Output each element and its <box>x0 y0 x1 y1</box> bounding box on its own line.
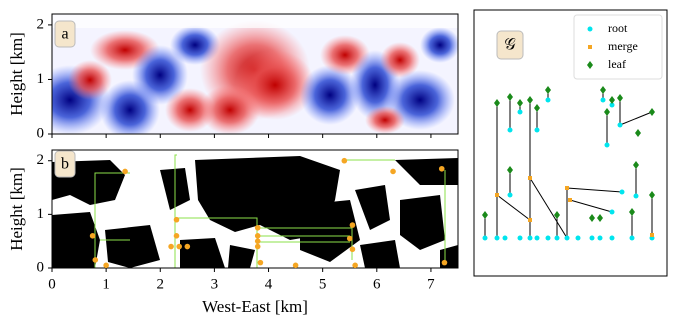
x-tick-label: 7 <box>427 276 435 292</box>
point <box>92 257 99 263</box>
panel-label: a <box>61 26 68 43</box>
legend-label: root <box>608 21 628 35</box>
y-tick-label: 2 <box>37 152 45 168</box>
point <box>438 165 445 172</box>
point <box>341 157 348 164</box>
panel-label: 𝒢 <box>504 37 516 54</box>
legend-marker <box>587 26 593 32</box>
point <box>254 224 261 231</box>
point <box>349 246 356 253</box>
y-tick-label: 0 <box>37 125 45 141</box>
point <box>254 233 261 239</box>
panel-label-box <box>54 150 76 178</box>
legend-marker <box>588 45 592 49</box>
x-tick-label: 5 <box>319 276 327 292</box>
x-tick-label: 4 <box>265 276 273 292</box>
y-axis-label: Height [km] <box>7 32 26 116</box>
y-tick-label: 0 <box>37 259 45 275</box>
x-tick-label: 6 <box>373 276 381 292</box>
point <box>352 262 358 269</box>
point <box>390 168 396 175</box>
point <box>254 238 261 244</box>
x-axis-label: West-East [km] <box>202 297 308 316</box>
x-tick-label: 1 <box>102 276 110 292</box>
x-tick-label: 2 <box>157 276 165 292</box>
tree-graph <box>482 86 655 241</box>
point <box>176 243 183 250</box>
field-image <box>52 14 458 134</box>
y-tick-label: 1 <box>37 71 45 87</box>
legend-label: merge <box>608 39 638 53</box>
y-tick-label: 1 <box>37 206 45 222</box>
x-tick-label: 0 <box>48 276 56 292</box>
point <box>254 243 261 250</box>
x-tick-label: 3 <box>211 276 219 292</box>
point <box>103 262 109 269</box>
point <box>257 259 264 266</box>
legend: root merge leaf <box>573 14 663 80</box>
point <box>292 262 299 269</box>
legend-label: leaf <box>608 57 626 71</box>
point <box>173 233 180 239</box>
graph-frame <box>473 9 668 277</box>
point <box>89 233 96 239</box>
axes-frame <box>51 13 459 135</box>
point <box>441 259 448 266</box>
point <box>184 243 191 250</box>
y-tick-label: 2 <box>37 16 45 32</box>
y-axis-label: Height [km] <box>7 167 26 251</box>
legend-box <box>573 14 663 80</box>
point <box>168 243 174 250</box>
panel-label-box <box>54 20 76 48</box>
axes-frame <box>51 149 459 269</box>
point <box>173 216 180 223</box>
point <box>346 235 353 242</box>
mask-image <box>52 150 458 268</box>
panel-label-box <box>496 30 524 60</box>
legend-marker <box>587 61 593 69</box>
panel-label: b <box>61 156 69 173</box>
point <box>349 222 356 228</box>
point <box>122 168 128 175</box>
